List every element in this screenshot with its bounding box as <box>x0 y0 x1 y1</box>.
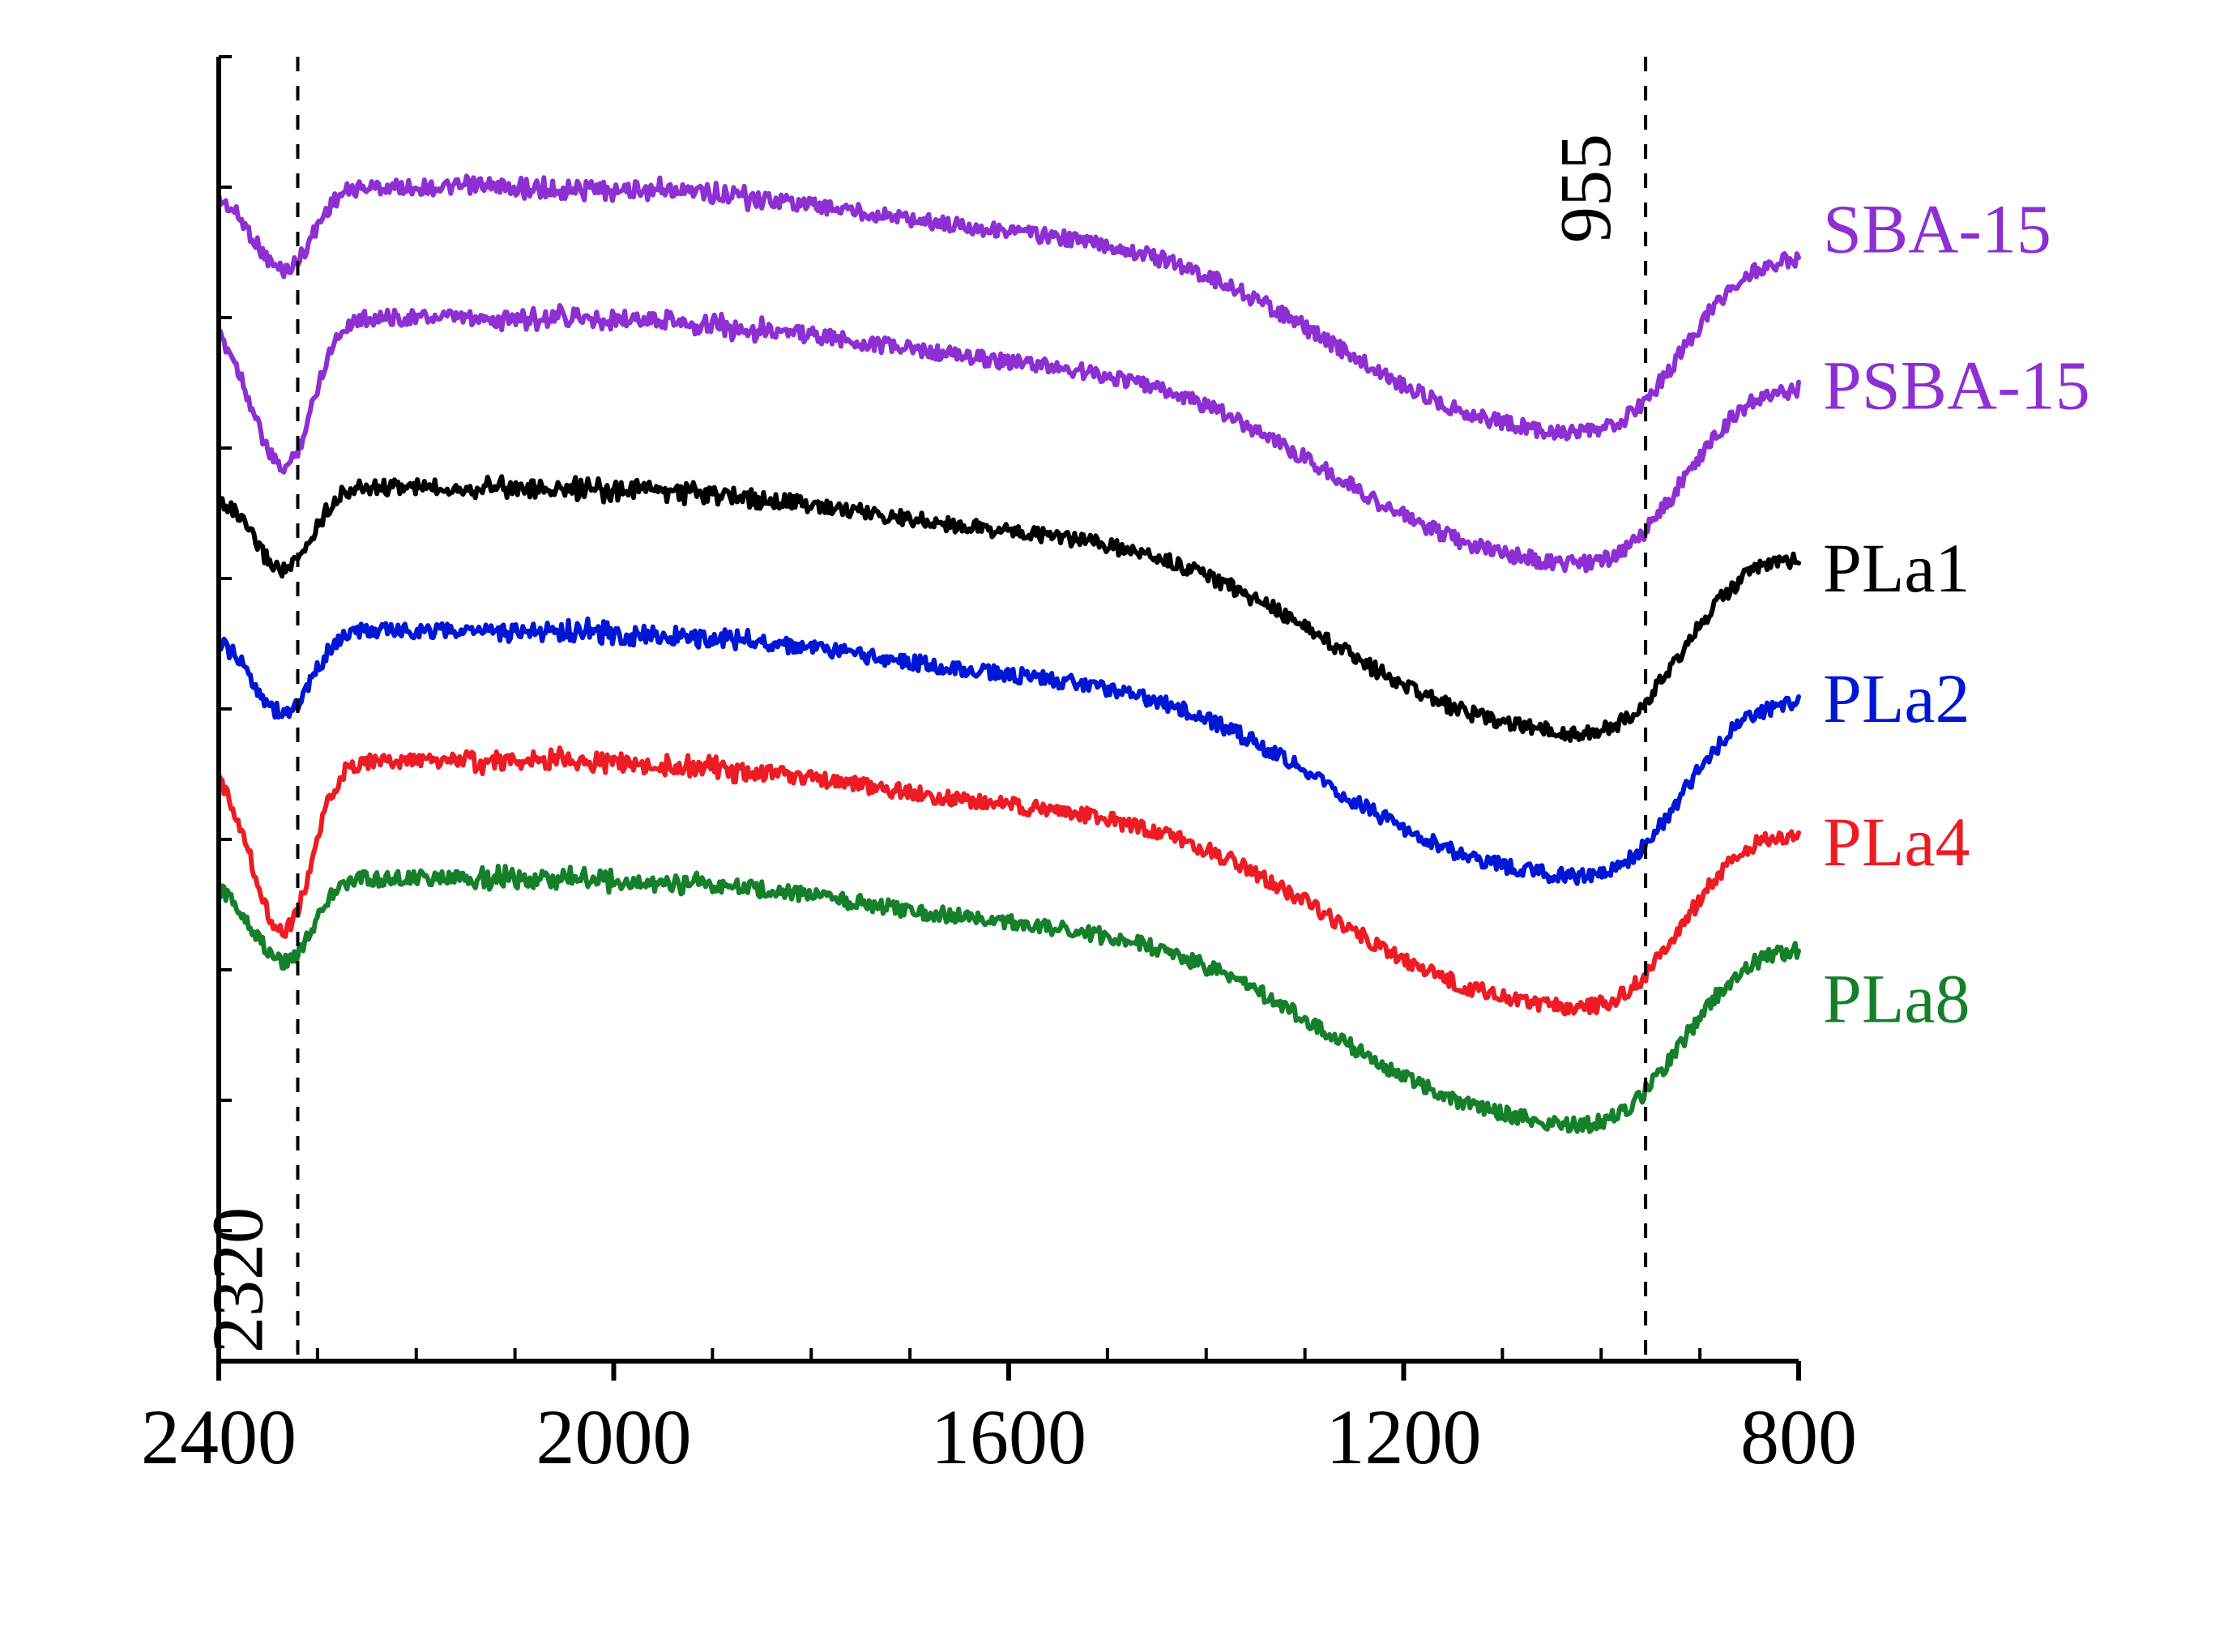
chart-svg: 2320 955 2400 2000 1600 1200 800 SBA-15 PSBA-15 P… <box>0 0 2224 1648</box>
refline-label-955: 955 <box>1546 134 1626 243</box>
x-tick-label: 2400 <box>141 1394 297 1480</box>
ftir-stacked-spectra-chart: 2320 955 2400 2000 1600 1200 800 SBA-15 PSBA-15 P… <box>0 0 2224 1648</box>
x-tick-label: 2000 <box>536 1394 692 1480</box>
series-label-PLa2: PLa2 <box>1823 660 1970 737</box>
x-tick-label: 800 <box>1740 1394 1857 1480</box>
series-label-PSBA-15: PSBA-15 <box>1823 347 2090 425</box>
series-label-PLa4: PLa4 <box>1823 803 1970 881</box>
refline-label-2320: 2320 <box>198 1207 279 1353</box>
x-tick-label: 1200 <box>1326 1394 1482 1480</box>
series-label-PLa8: PLa8 <box>1823 959 1970 1037</box>
series-label-PLa1: PLa1 <box>1823 529 1970 607</box>
series-label-SBA-15: SBA-15 <box>1823 190 2051 268</box>
x-tick-label: 1600 <box>931 1394 1086 1480</box>
